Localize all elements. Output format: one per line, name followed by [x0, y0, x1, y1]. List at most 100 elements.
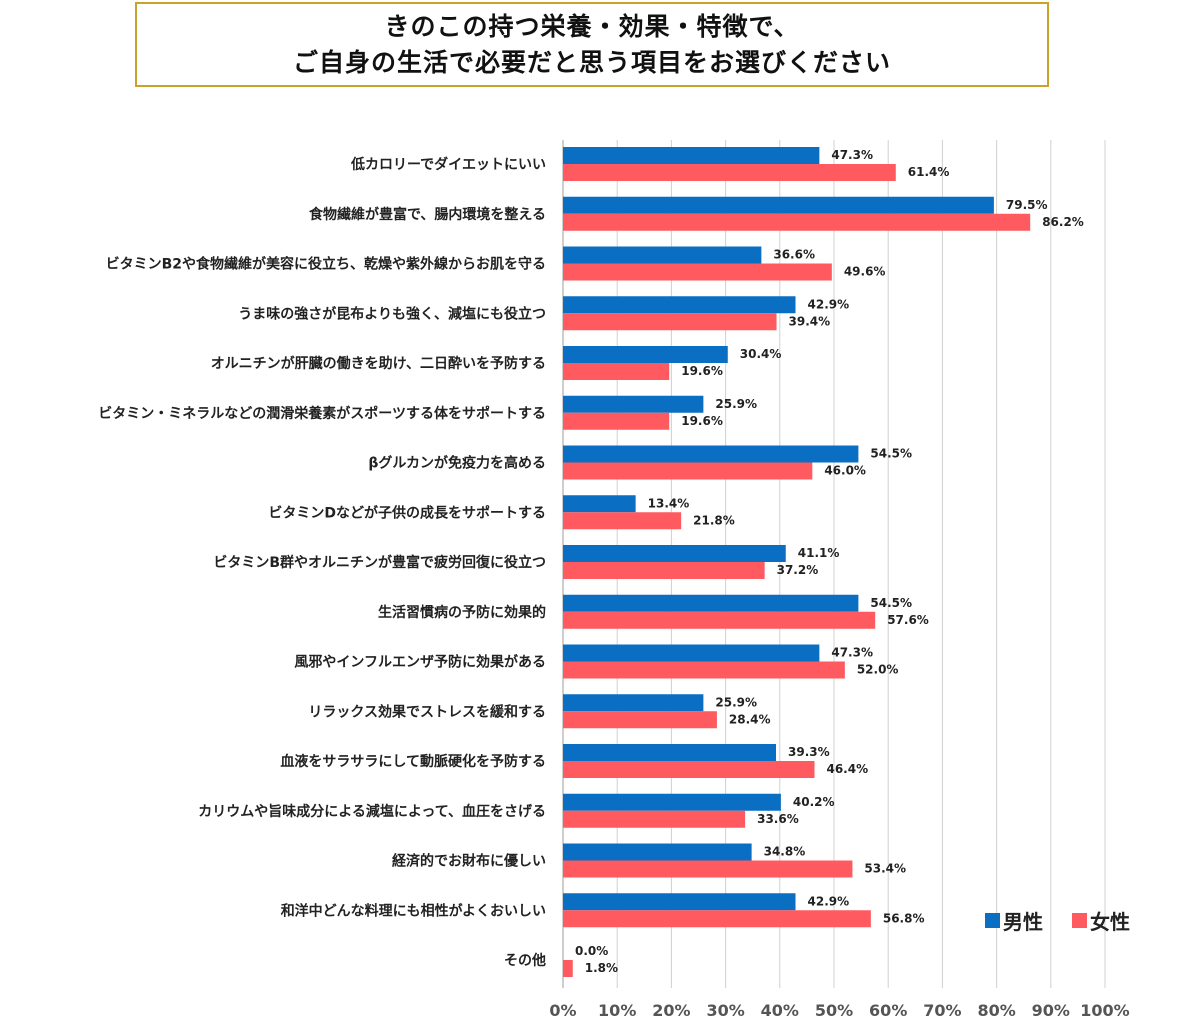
value-label-male: 39.3%	[788, 745, 830, 759]
value-label-female: 39.4%	[789, 314, 831, 328]
bar-female	[563, 761, 815, 778]
bar-female	[563, 313, 777, 331]
bar-male	[563, 594, 859, 612]
bar-male	[563, 793, 781, 811]
x-tick-label: 50%	[815, 1001, 853, 1020]
value-label-male: 42.9%	[808, 297, 850, 311]
value-label-male: 40.2%	[793, 795, 835, 809]
category-label: 血液をサラサラにして動脈硬化を予防する	[280, 753, 546, 770]
bar-female	[563, 711, 717, 729]
category-label: 風邪やインフルエンザ予防に効果がある	[294, 654, 546, 671]
value-label-male: 54.5%	[870, 447, 912, 461]
bar-female	[563, 611, 876, 629]
legend-swatch-male	[985, 913, 1000, 928]
bar-male	[563, 744, 777, 761]
bar-male	[563, 644, 820, 662]
value-label-female: 33.6%	[757, 812, 799, 826]
category-label: その他	[504, 952, 546, 969]
bar-female	[563, 910, 871, 928]
bar-male	[563, 545, 786, 562]
bar-male	[563, 196, 994, 214]
bar-male	[563, 147, 820, 164]
bar-female	[563, 412, 670, 430]
chart-title-line-2: ご自身の生活で必要だと思う項目をお選びください	[292, 47, 891, 77]
bar-male	[563, 445, 859, 463]
category-label: 経済的でお財布に優しい	[392, 853, 546, 870]
bar-male	[563, 843, 752, 861]
bar-male	[563, 346, 728, 363]
bar-male	[563, 246, 762, 264]
legend-label-female: 女性	[1090, 910, 1130, 934]
value-label-male: 25.9%	[715, 397, 757, 411]
category-label: ビタミンB2や食物繊維が美容に役立ち、乾燥や紫外線からお肌を守る	[106, 256, 546, 273]
bar-female	[563, 960, 573, 977]
value-label-female: 86.2%	[1042, 215, 1084, 229]
bar-female	[563, 363, 670, 380]
legend-swatch-female	[1072, 913, 1087, 928]
value-label-female: 56.8%	[883, 911, 925, 925]
value-label-male: 42.9%	[808, 894, 850, 908]
bar-female	[563, 810, 746, 828]
x-tick-label: 20%	[652, 1001, 690, 1020]
x-tick-label: 60%	[869, 1001, 907, 1020]
bar-female	[563, 164, 896, 181]
category-label: ビタミン・ミネラルなどの潤滑栄養素がスポーツする体をサポートする	[98, 405, 546, 422]
value-label-female: 46.0%	[824, 464, 866, 478]
value-label-male: 0.0%	[575, 944, 608, 958]
bar-female	[563, 213, 1031, 231]
category-label: 和洋中どんな料理にも相性がよくおいしい	[281, 902, 546, 919]
x-tick-label: 0%	[549, 1001, 576, 1020]
chart-title-box: きのこの持つ栄養・効果・特徴で、 ご自身の生活で必要だと思う項目をお選びください	[135, 2, 1049, 87]
bar-female	[563, 462, 813, 480]
value-label-male: 47.3%	[831, 148, 873, 162]
bar-male	[563, 893, 796, 911]
category-label: ビタミンDなどが子供の成長をサポートする	[268, 504, 546, 521]
category-label: うま味の強さが昆布よりも強く、減塩にも役立つ	[238, 305, 546, 322]
x-tick-label: 40%	[761, 1001, 799, 1020]
value-label-male: 41.1%	[798, 546, 840, 560]
bar-male	[563, 395, 704, 413]
value-label-female: 53.4%	[864, 862, 906, 876]
category-label: オルニチンが肝臓の働きを助け、二日酔いを予防する	[211, 355, 546, 372]
value-label-female: 19.6%	[681, 364, 723, 378]
bar-female	[563, 512, 682, 530]
value-label-male: 36.6%	[773, 248, 815, 262]
category-label: βグルカンが免疫力を高める	[368, 455, 546, 472]
bar-male	[563, 296, 796, 314]
category-label: 食物繊維が豊富で、腸内環境を整える	[309, 206, 546, 223]
category-label: ビタミンB群やオルニチンが豊富で疲労回復に役立つ	[213, 554, 546, 571]
bar-female	[563, 263, 832, 281]
x-tick-label: 30%	[706, 1001, 744, 1020]
legend-label-male: 男性	[1003, 910, 1043, 934]
value-label-female: 21.8%	[693, 513, 735, 527]
chart-title-line-1: きのこの持つ栄養・効果・特徴で、	[384, 11, 800, 41]
value-label-male: 13.4%	[648, 496, 690, 510]
value-label-female: 37.2%	[777, 563, 819, 577]
value-label-male: 79.5%	[1006, 198, 1048, 212]
category-label: 生活習慣病の予防に効果的	[378, 604, 546, 621]
x-tick-label: 100%	[1080, 1001, 1129, 1020]
category-label: 低カロリーでダイエットにいい	[350, 156, 546, 173]
category-label: リラックス効果でストレスを緩和する	[308, 703, 546, 720]
value-label-male: 34.8%	[764, 845, 806, 859]
x-tick-label: 70%	[923, 1001, 961, 1020]
value-label-female: 52.0%	[857, 663, 899, 677]
bar-male	[563, 495, 636, 513]
value-label-female: 61.4%	[908, 165, 950, 179]
x-tick-label: 80%	[977, 1001, 1015, 1020]
category-label: カリウムや旨味成分による減塩によって、血圧をさげる	[198, 803, 546, 820]
bar-female	[563, 661, 845, 679]
value-label-female: 28.4%	[729, 712, 771, 726]
x-tick-label: 10%	[598, 1001, 636, 1020]
x-tick-label: 90%	[1032, 1001, 1070, 1020]
value-label-male: 47.3%	[831, 646, 873, 660]
bar-female	[563, 562, 765, 579]
value-label-female: 57.6%	[887, 613, 929, 627]
value-label-male: 54.5%	[870, 596, 912, 610]
value-label-female: 1.8%	[585, 961, 618, 975]
value-label-male: 30.4%	[740, 347, 782, 361]
bar-male	[563, 694, 704, 712]
value-label-female: 19.6%	[681, 414, 723, 428]
value-label-female: 46.4%	[826, 762, 868, 776]
